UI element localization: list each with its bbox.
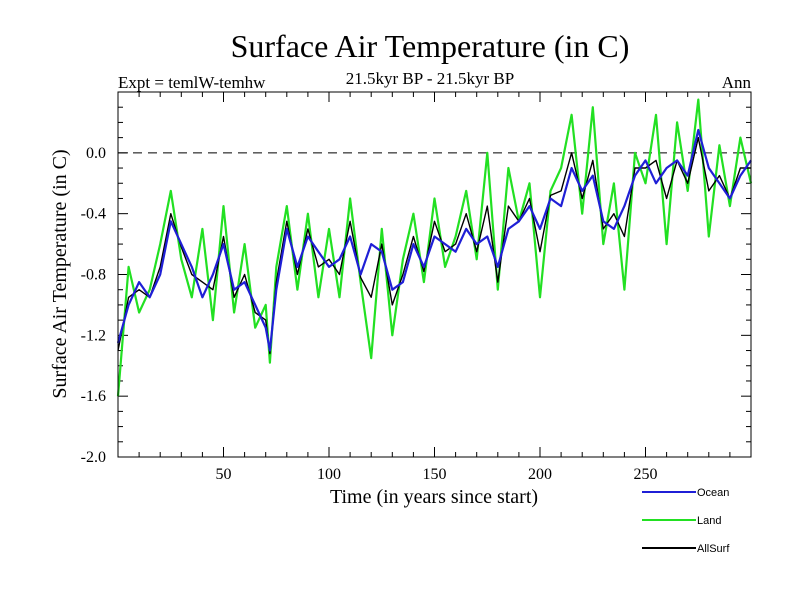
series-line-ocean xyxy=(116,128,752,352)
legend-label-land: Land xyxy=(697,515,721,527)
x-tick-label: 50 xyxy=(216,466,232,483)
x-axis-label: Time (in years since start) xyxy=(330,486,538,508)
tick-labels: 50 100 150 200 250 -2.0 -1.6 -1.2 -0.8 -0.4 0.0 xyxy=(81,145,658,483)
chart-title: Surface Air Temperature (in C) xyxy=(231,28,630,64)
series-line-allsurf xyxy=(117,136,751,355)
legend-label-ocean: Ocean xyxy=(697,487,729,499)
y-tick-label: 0.0 xyxy=(86,145,106,162)
chart-subtitle: 21.5kyr BP - 21.5kyr BP xyxy=(346,69,514,88)
y-tick-label: -1.2 xyxy=(81,327,106,344)
legend-label-allsurf: AllSurf xyxy=(697,543,730,555)
legend: Ocean Land AllSurf xyxy=(642,487,730,555)
expt-label: Expt = temlW-temhw xyxy=(118,73,266,92)
x-tick-label: 250 xyxy=(634,466,658,483)
x-tick-label: 150 xyxy=(423,466,447,483)
x-tick-label: 100 xyxy=(317,466,341,483)
y-tick-label: -0.8 xyxy=(81,267,106,284)
y-tick-label: -1.6 xyxy=(81,388,106,405)
y-axis-label: Surface Air Temperature (in C) xyxy=(49,149,71,398)
y-tick-label: -0.4 xyxy=(81,206,106,223)
period-label: Ann xyxy=(722,73,752,92)
series-line-land xyxy=(116,98,753,397)
x-tick-label: 200 xyxy=(528,466,552,483)
series-lines xyxy=(116,98,753,397)
plot-frame xyxy=(117,91,752,458)
axis-ticks xyxy=(118,92,751,457)
y-tick-label: -2.0 xyxy=(81,449,106,466)
